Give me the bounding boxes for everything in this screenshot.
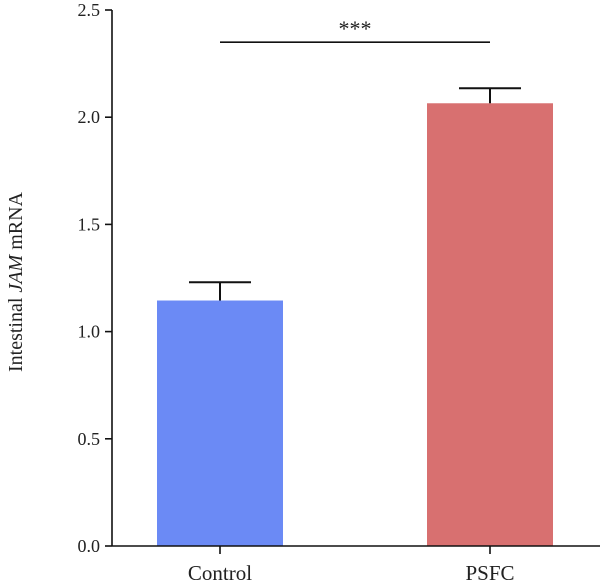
plot-area: 0.0 0.5 1.0 1.5 2.0 2.5 Control PSFC *** — [78, 0, 600, 585]
y-axis-title-prefix: Intestinal — [5, 293, 27, 372]
y-axis-title-suffix: mRNA — [5, 191, 27, 254]
y-tick-label: 2.0 — [78, 107, 101, 127]
significance-label: *** — [339, 16, 372, 41]
y-axis-title-group: Intestinal JAM mRNA — [5, 191, 27, 372]
y-tick-label: 1.0 — [78, 322, 101, 342]
y-tick-label: 2.5 — [78, 0, 101, 20]
bar-psfc — [427, 103, 553, 546]
y-tick-label: 0.0 — [78, 536, 101, 556]
bar-control — [157, 300, 283, 546]
y-axis-title: Intestinal JAM mRNA — [5, 191, 27, 372]
y-tick-label: 1.5 — [78, 214, 101, 234]
x-tick-label-psfc: PSFC — [465, 561, 514, 585]
y-axis-title-gene: JAM — [5, 253, 27, 292]
y-tick-label: 0.5 — [78, 429, 101, 449]
x-tick-label-control: Control — [188, 561, 252, 585]
